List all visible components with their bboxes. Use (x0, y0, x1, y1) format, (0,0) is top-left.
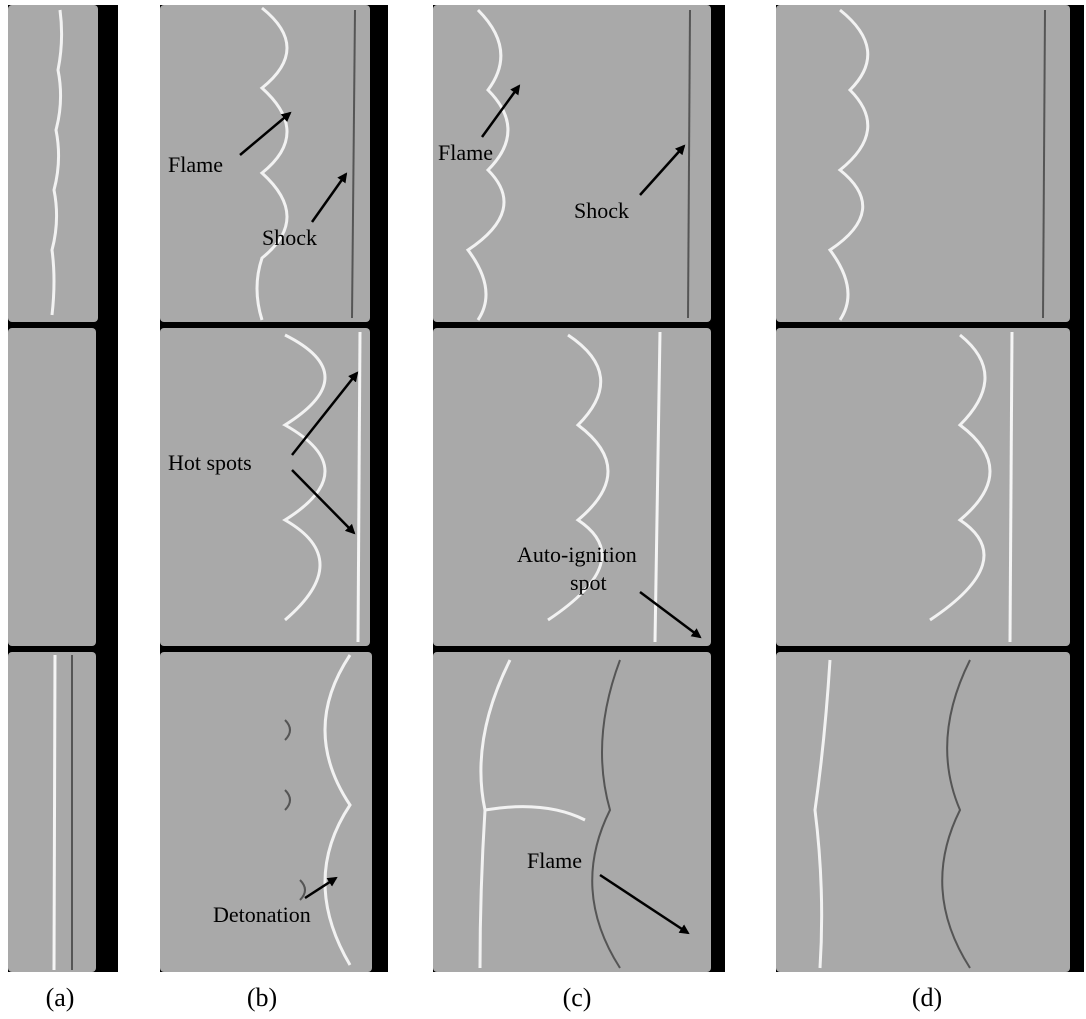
flame-front (941, 659, 971, 969)
panel-label: (a) (46, 983, 75, 1012)
column-a (8, 5, 118, 972)
flame-front (547, 333, 610, 622)
shock-front (1008, 331, 1014, 643)
detonation-front (323, 654, 352, 966)
annotation: Hot spots (168, 450, 252, 475)
arrow (639, 591, 702, 639)
panel-label: (d) (912, 983, 942, 1012)
image-panel (160, 328, 370, 646)
shock-front (653, 331, 662, 643)
flame-front (827, 8, 870, 321)
panel-labels: (a) (b) (c) (d) (46, 983, 943, 1012)
image-panel (433, 652, 711, 972)
flame-front (50, 9, 64, 316)
image-panel (160, 652, 372, 972)
image-panel (433, 328, 711, 646)
image-panel (8, 5, 98, 322)
annotation: Shock (574, 198, 629, 223)
arrow (310, 172, 348, 223)
flame-front (591, 659, 621, 969)
image-panel (8, 652, 96, 972)
shock-front (478, 659, 586, 969)
image-panel (776, 5, 1070, 322)
annotation: Auto-ignition (517, 542, 637, 567)
annotation: Flame (527, 848, 582, 873)
image-panel (776, 652, 1070, 972)
shock-front (813, 659, 832, 969)
arrow (304, 876, 338, 900)
flame-pocket (284, 719, 306, 901)
shock-front (687, 9, 691, 319)
annotation: Shock (262, 225, 317, 250)
flame-front (255, 6, 289, 321)
image-panel (776, 328, 1070, 646)
column-d (776, 5, 1084, 972)
image-panel (8, 328, 96, 646)
arrow (239, 111, 292, 156)
arrow (291, 469, 356, 535)
panel-label: (c) (563, 983, 592, 1012)
arrow (291, 371, 359, 456)
shock-front (356, 331, 362, 643)
annotations: Flame Shock Hot spots Detonation Flame S… (168, 84, 702, 935)
annotation: Flame (168, 152, 223, 177)
annotation: Detonation (213, 902, 311, 927)
column-c (433, 5, 725, 972)
flame-front (929, 333, 992, 622)
arrow (599, 873, 690, 935)
arrow (480, 84, 521, 138)
image-panel (160, 5, 370, 322)
flame-front (465, 8, 510, 321)
flame-front (282, 333, 327, 622)
column-b (160, 5, 388, 972)
annotation: Flame (438, 140, 493, 165)
annotation: spot (570, 570, 607, 595)
shock-front (351, 9, 356, 319)
panel-label: (b) (247, 983, 277, 1012)
shock-front (1042, 9, 1046, 319)
image-panel (433, 5, 711, 322)
arrow (639, 144, 686, 196)
detonation-front (52, 654, 57, 971)
